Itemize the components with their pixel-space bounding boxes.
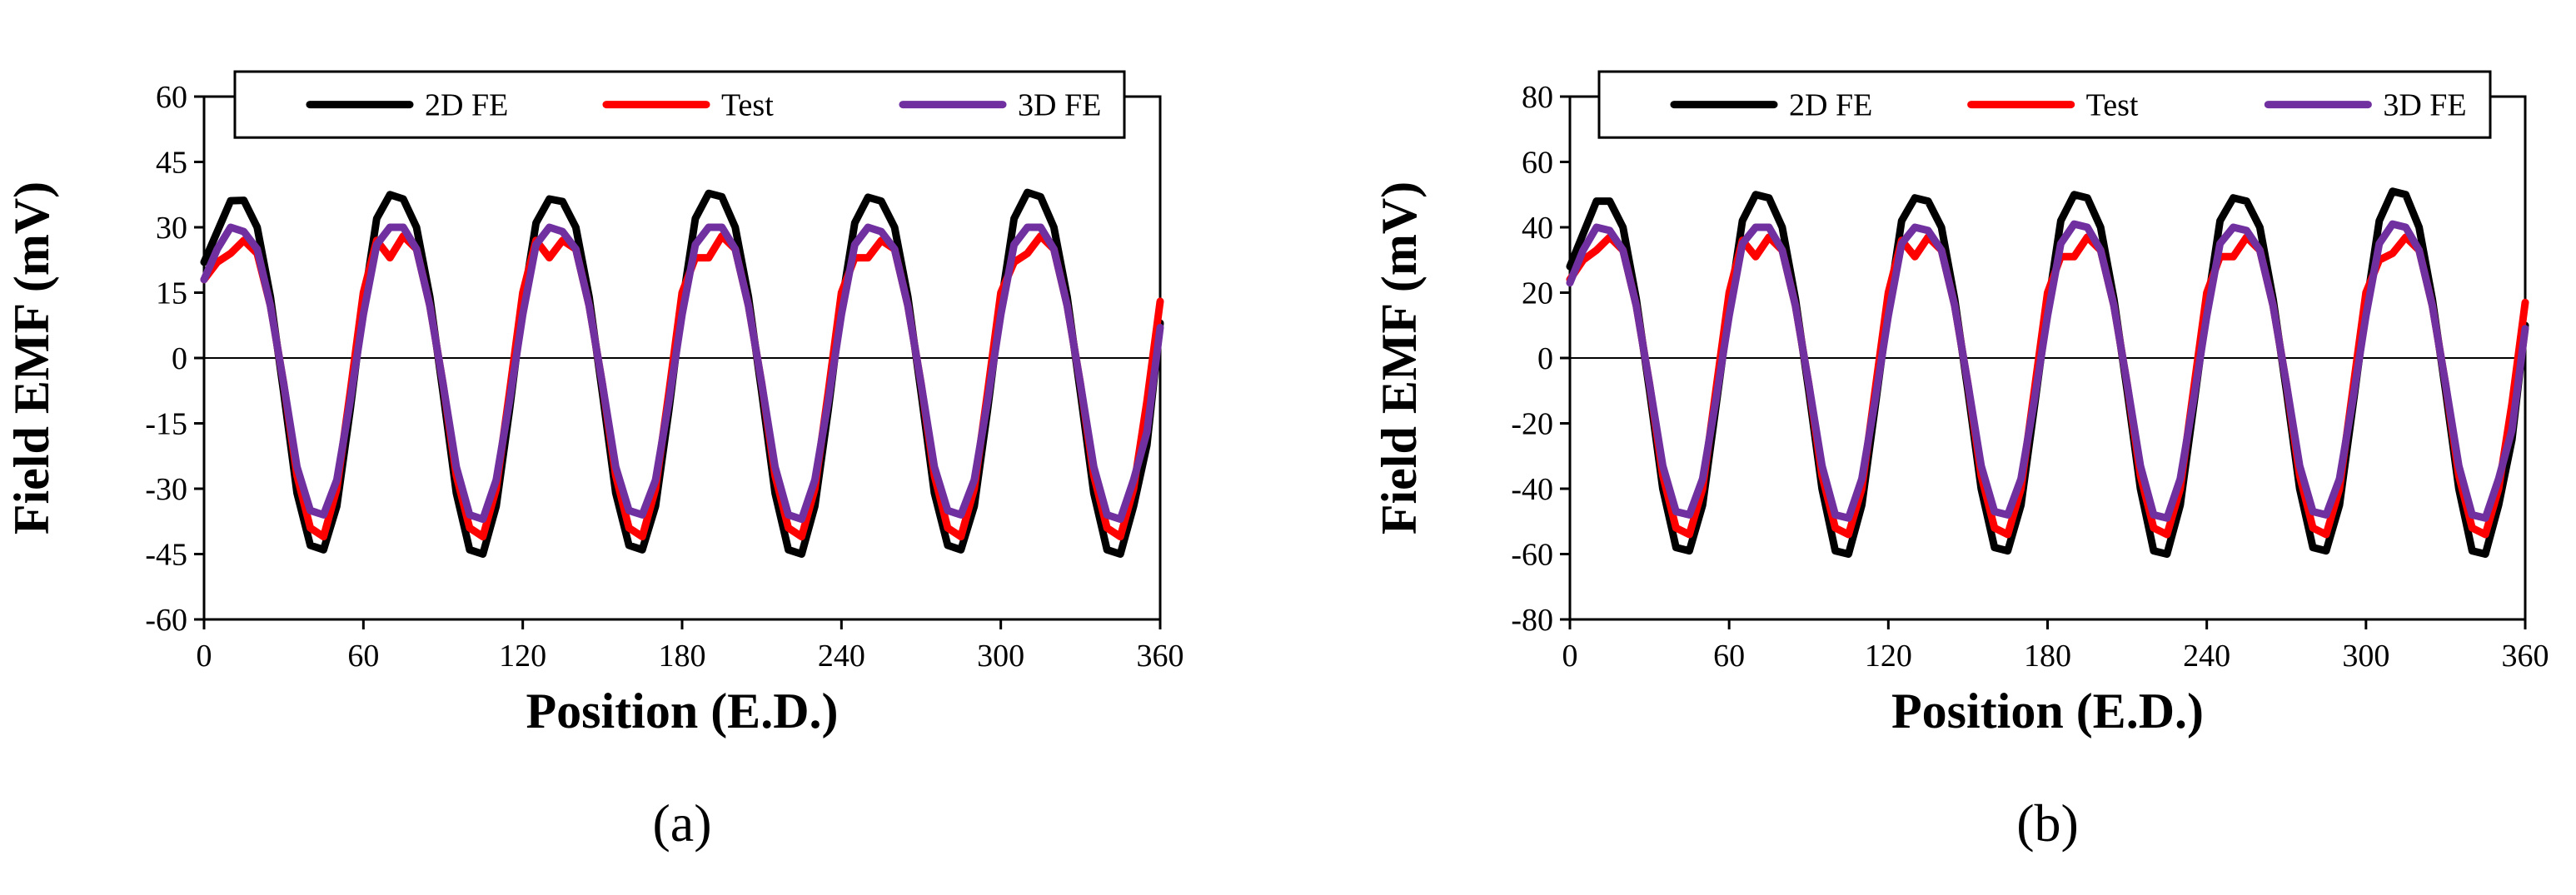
legend-label: Test: [2086, 88, 2139, 123]
legend-label: 2D FE: [425, 88, 508, 123]
legend-label: 3D FE: [2383, 88, 2466, 123]
x-tick-label: 240: [2183, 639, 2230, 674]
y-tick-label: 20: [1522, 276, 1553, 311]
legend-label: 3D FE: [1018, 88, 1101, 123]
y-tick-label: -80: [1511, 603, 1553, 638]
chart-panel-b: -80 -60 -40 -20 0 20 40 60 80 0 60 120 180 240 300 360 2…: [1372, 70, 2549, 853]
series-line-3d-fe: [1566, 220, 2529, 522]
x-tick-label: 120: [1865, 639, 1912, 674]
x-axis-title: Position (E.D.): [1891, 684, 2204, 738]
y-tick-label: -45: [145, 538, 187, 573]
x-tick-label: 120: [499, 639, 546, 674]
series-line-test: [1566, 233, 2529, 539]
y-tick-label: -60: [145, 603, 187, 638]
y-tick-label: -30: [145, 472, 187, 507]
x-tick-label: 60: [1713, 639, 1745, 674]
y-tick-label: 40: [1522, 211, 1553, 246]
x-tick-label: 0: [1562, 639, 1578, 674]
y-tick-label: 80: [1522, 80, 1553, 115]
x-tick-label: 180: [2024, 639, 2071, 674]
x-tick-label: 0: [197, 639, 212, 674]
legend-label: Test: [721, 88, 774, 123]
y-tick-label: -15: [145, 407, 187, 442]
x-tick-label: 360: [2502, 639, 2549, 674]
x-tick-label: 360: [1137, 639, 1184, 674]
y-tick-label: -40: [1511, 472, 1553, 507]
y-tick-label: 45: [156, 146, 187, 181]
panel-label: (a): [652, 793, 711, 853]
y-tick-label: 0: [1537, 341, 1553, 376]
x-tick-label: 180: [659, 639, 706, 674]
y-tick-label: -60: [1511, 538, 1553, 573]
y-tick-label: 60: [1522, 146, 1553, 181]
panel-label: (b): [2016, 793, 2079, 853]
x-tick-label: 240: [818, 639, 865, 674]
series-line-3d-fe: [200, 223, 1164, 524]
x-tick-label: 60: [347, 639, 379, 674]
chart-panel-a: -60 -45 -30 -15 0 15 30 45 60 0 60 120 180 240 300 360 2…: [4, 70, 1184, 853]
x-tick-label: 300: [2342, 639, 2389, 674]
x-tick-label: 300: [977, 639, 1024, 674]
y-tick-label: 0: [172, 341, 187, 376]
legend-label: 2D FE: [1789, 88, 1872, 123]
y-axis-title: Field EMF (mV): [1372, 181, 1427, 535]
y-tick-label: 15: [156, 276, 187, 311]
y-tick-label: 30: [156, 211, 187, 246]
y-axis-title: Field EMF (mV): [4, 181, 59, 535]
series-line-test: [200, 232, 1164, 541]
x-axis-title: Position (E.D.): [526, 684, 839, 738]
y-tick-label: -20: [1511, 407, 1553, 442]
y-tick-label: 60: [156, 80, 187, 115]
